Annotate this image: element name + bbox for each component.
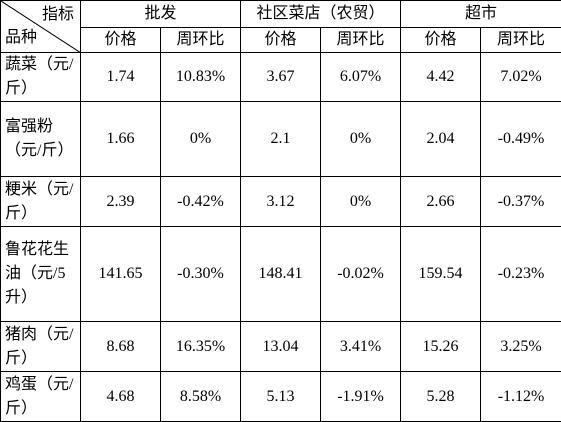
data-cell: 6.07% [321,53,401,102]
data-cell: 5.28 [401,372,481,422]
data-cell: 0% [321,102,401,177]
data-cell: 0% [161,102,241,177]
data-cell: -0.02% [321,227,401,322]
data-cell: 159.54 [401,227,481,322]
row-label: 鸡蛋（元/斤） [1,372,81,422]
data-cell: 2.66 [401,177,481,227]
group-header: 批发 [81,1,241,28]
data-cell: 13.04 [241,322,321,372]
column-header-label: 指标 [42,3,74,27]
subheader: 周环比 [321,28,401,53]
data-cell: 15.26 [401,322,481,372]
subheader-row: 价格周环比价格周环比价格周环比 [1,28,561,53]
data-cell: 3.12 [241,177,321,227]
row-label: 鲁花花生油（元/5升） [1,227,81,322]
group-header: 超市 [401,1,561,28]
corner-cell: 指标 品种 [1,1,81,53]
data-cell: -0.23% [481,227,561,322]
data-row: 鲁花花生油（元/5升）141.65-0.30%148.41-0.02%159.5… [1,227,561,322]
row-label: 猪肉（元/斤） [1,322,81,372]
data-cell: -0.49% [481,102,561,177]
data-cell: -1.12% [481,372,561,422]
data-cell: 5.13 [241,372,321,422]
row-header-label: 品种 [5,26,37,50]
data-cell: 8.58% [161,372,241,422]
data-cell: 16.35% [161,322,241,372]
subheader: 价格 [81,28,161,53]
data-cell: -0.37% [481,177,561,227]
group-header-row: 指标 品种 批发 社区菜店（农贸） 超市 [1,1,561,28]
data-cell: -0.30% [161,227,241,322]
data-cell: 3.25% [481,322,561,372]
data-cell: -1.91% [321,372,401,422]
data-cell: 3.67 [241,53,321,102]
data-cell: 10.83% [161,53,241,102]
row-label: 粳米（元/斤） [1,177,81,227]
subheader: 价格 [401,28,481,53]
data-cell: 2.04 [401,102,481,177]
subheader: 周环比 [161,28,241,53]
data-cell: 8.68 [81,322,161,372]
data-cell: -0.42% [161,177,241,227]
data-cell: 148.41 [241,227,321,322]
subheader: 价格 [241,28,321,53]
data-cell: 1.66 [81,102,161,177]
data-cell: 141.65 [81,227,161,322]
data-cell: 1.74 [81,53,161,102]
subheader: 周环比 [481,28,561,53]
data-cell: 2.1 [241,102,321,177]
data-cell: 0% [321,177,401,227]
data-cell: 4.42 [401,53,481,102]
data-cell: 2.39 [81,177,161,227]
data-cell: 3.41% [321,322,401,372]
group-header: 社区菜店（农贸） [241,1,401,28]
row-label: 富强粉（元/斤） [1,102,81,177]
row-label: 蔬菜（元/斤） [1,53,81,102]
data-cell: 4.68 [81,372,161,422]
data-cell: 7.02% [481,53,561,102]
